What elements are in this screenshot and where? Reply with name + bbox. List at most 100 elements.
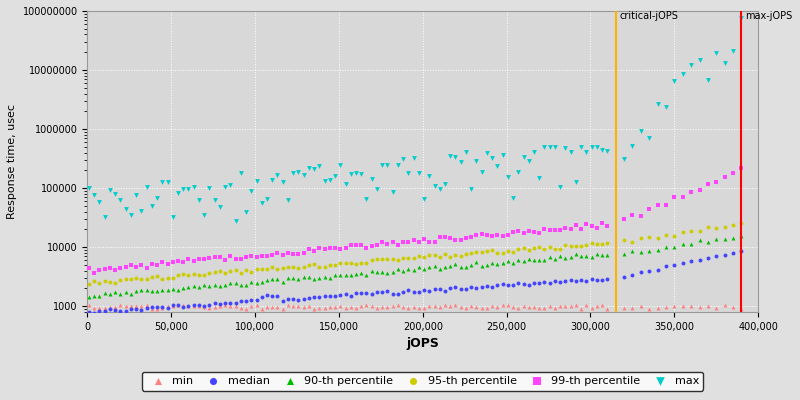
90-th percentile <box>224 280 237 286</box>
90-th percentile <box>323 275 336 282</box>
99-th percentile <box>454 237 467 243</box>
90-th percentile <box>156 287 169 293</box>
min <box>193 303 206 309</box>
90-th percentile <box>234 282 247 288</box>
min <box>585 304 598 311</box>
median <box>502 282 514 288</box>
99-th percentile <box>350 242 362 248</box>
90-th percentile <box>423 263 436 270</box>
90-th percentile <box>465 262 478 268</box>
99-th percentile <box>512 227 525 234</box>
90-th percentile <box>298 274 310 280</box>
95-th percentile <box>418 254 430 260</box>
median <box>218 300 231 306</box>
95-th percentile <box>245 268 258 275</box>
max <box>198 212 210 219</box>
90-th percentile <box>261 277 274 283</box>
max <box>702 76 714 83</box>
95-th percentile <box>229 266 242 273</box>
median <box>98 307 111 314</box>
90-th percentile <box>512 257 525 263</box>
min <box>198 304 210 310</box>
min <box>718 302 731 308</box>
median <box>93 308 106 314</box>
max <box>350 169 362 176</box>
90-th percentile <box>208 282 221 288</box>
median <box>601 276 614 282</box>
median <box>693 257 706 263</box>
90-th percentile <box>276 278 289 285</box>
99-th percentile <box>240 253 253 260</box>
99-th percentile <box>366 243 378 249</box>
90-th percentile <box>676 241 689 248</box>
max <box>618 156 630 163</box>
max <box>146 203 158 210</box>
min <box>302 302 315 309</box>
max <box>726 48 739 54</box>
90-th percentile <box>496 260 509 266</box>
median <box>282 296 294 302</box>
95-th percentile <box>140 276 153 282</box>
Legend: min, median, 90-th percentile, 95-th percentile, 99-th percentile, max: min, median, 90-th percentile, 95-th per… <box>142 372 703 391</box>
median <box>506 282 519 288</box>
95-th percentile <box>642 234 655 240</box>
max <box>434 186 446 192</box>
90-th percentile <box>355 270 368 276</box>
99-th percentile <box>308 248 321 254</box>
max <box>172 190 185 196</box>
min <box>475 305 488 311</box>
99-th percentile <box>651 202 664 208</box>
median <box>82 309 95 315</box>
max <box>329 172 342 179</box>
min <box>491 304 504 310</box>
99-th percentile <box>224 252 237 259</box>
max <box>313 163 326 170</box>
median <box>702 255 714 262</box>
min <box>454 304 467 310</box>
99-th percentile <box>103 264 116 271</box>
95-th percentile <box>491 250 504 256</box>
min <box>522 304 535 311</box>
min <box>444 303 457 310</box>
max <box>428 183 441 190</box>
median <box>245 296 258 303</box>
99-th percentile <box>355 242 368 248</box>
min <box>350 305 362 312</box>
min <box>726 304 739 310</box>
90-th percentile <box>475 262 488 269</box>
min <box>459 304 472 311</box>
max <box>601 148 614 154</box>
max <box>444 152 457 159</box>
95-th percentile <box>114 276 127 283</box>
90-th percentile <box>114 291 127 297</box>
95-th percentile <box>166 274 179 281</box>
median <box>166 302 179 308</box>
99-th percentile <box>596 220 609 226</box>
min <box>282 302 294 309</box>
median <box>710 253 722 260</box>
90-th percentile <box>449 261 462 268</box>
95-th percentile <box>438 251 451 258</box>
max <box>459 149 472 155</box>
95-th percentile <box>702 224 714 230</box>
min <box>407 304 420 310</box>
median <box>413 288 426 295</box>
95-th percentile <box>208 269 221 275</box>
95-th percentile <box>454 253 467 259</box>
95-th percentile <box>329 262 342 268</box>
95-th percentile <box>564 243 577 250</box>
median <box>140 304 153 311</box>
90-th percentile <box>596 252 609 258</box>
median <box>308 294 321 300</box>
median <box>193 302 206 308</box>
95-th percentile <box>82 281 95 287</box>
max <box>334 162 346 168</box>
max <box>402 170 414 176</box>
99-th percentile <box>642 206 655 212</box>
min <box>397 304 410 310</box>
min <box>182 303 195 309</box>
median <box>234 298 247 304</box>
95-th percentile <box>146 274 158 281</box>
max <box>229 218 242 224</box>
90-th percentile <box>559 255 572 262</box>
